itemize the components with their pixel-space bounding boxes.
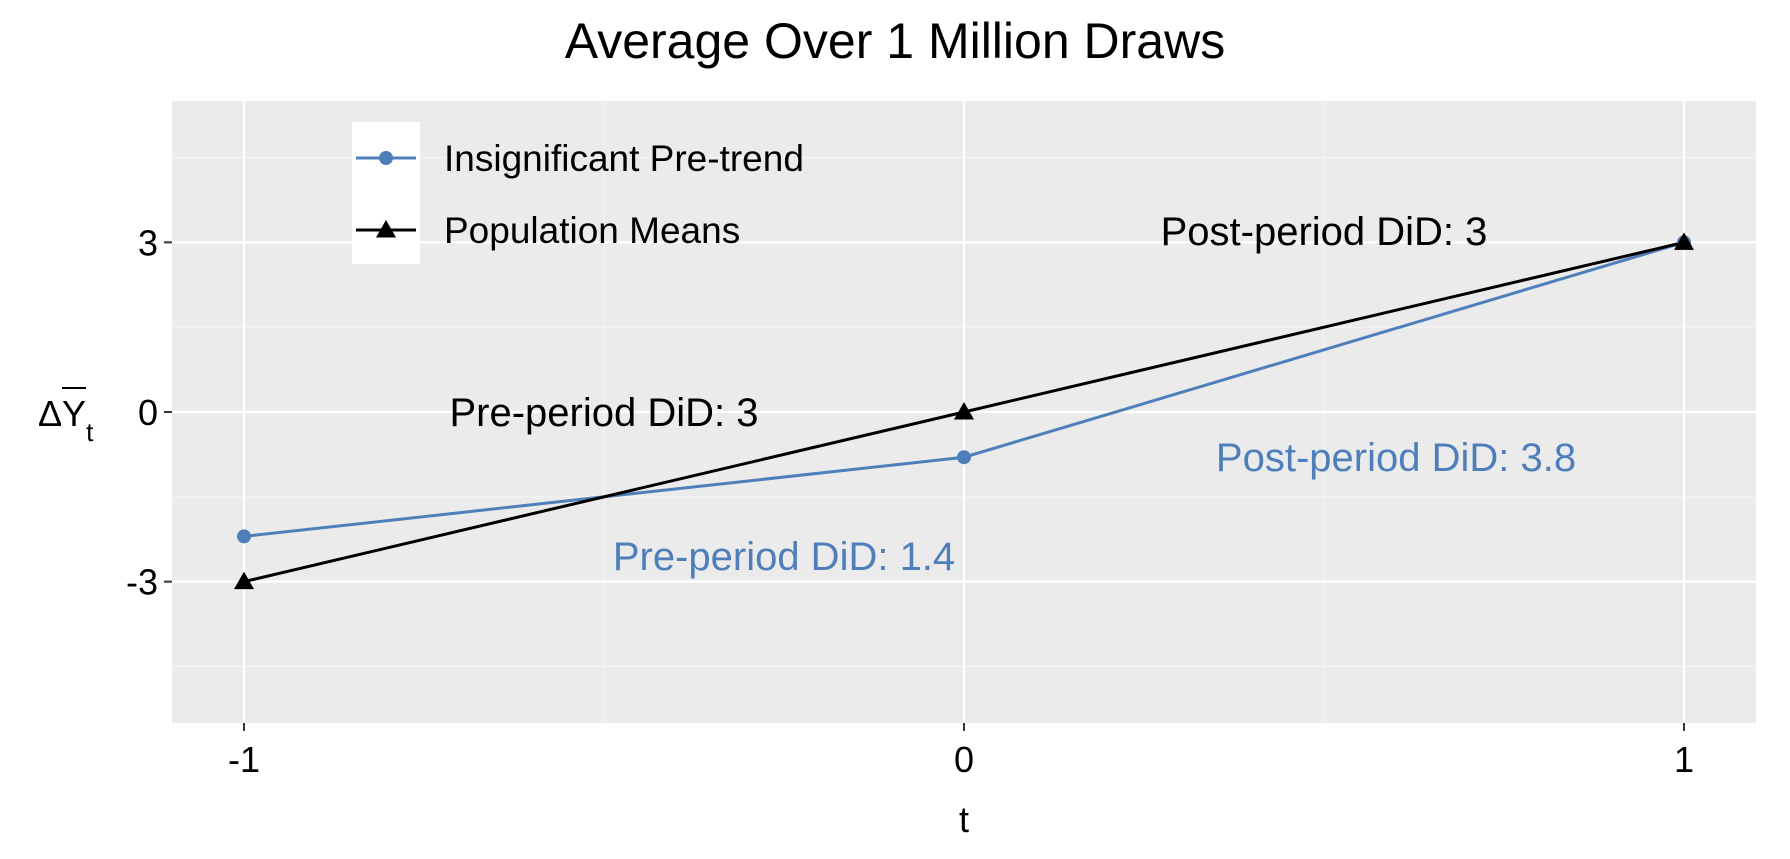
y-tick-label: 3 [138, 222, 158, 263]
x-axis-title: t [959, 799, 969, 840]
y-tick-label: -3 [126, 562, 158, 603]
chart-title: Average Over 1 Million Draws [564, 13, 1226, 69]
legend-label: Insignificant Pre-trend [444, 138, 804, 179]
data-point-series-0 [237, 529, 251, 544]
x-tick-label: 0 [954, 739, 974, 780]
annotation-label: Pre-period DiD: 3 [449, 391, 758, 435]
y-tick-label: 0 [138, 392, 158, 433]
annotation-label: Post-period DiD: 3.8 [1216, 436, 1576, 480]
legend-label: Population Means [444, 210, 740, 251]
annotation-label: Post-period DiD: 3 [1161, 210, 1488, 254]
data-point-series-1 [234, 571, 254, 590]
data-point-series-1 [1674, 232, 1694, 250]
legend-key-marker [376, 220, 396, 238]
x-tick-label: -1 [228, 739, 260, 780]
x-tick-label: 1 [1674, 739, 1694, 780]
data-point-series-0 [957, 450, 971, 465]
legend-key-background [352, 122, 420, 264]
data-point-series-1 [954, 402, 974, 420]
annotation-label: Pre-period DiD: 1.4 [613, 535, 955, 579]
legend-key-marker [379, 151, 393, 165]
y-axis-title: ΔYt [38, 393, 94, 447]
